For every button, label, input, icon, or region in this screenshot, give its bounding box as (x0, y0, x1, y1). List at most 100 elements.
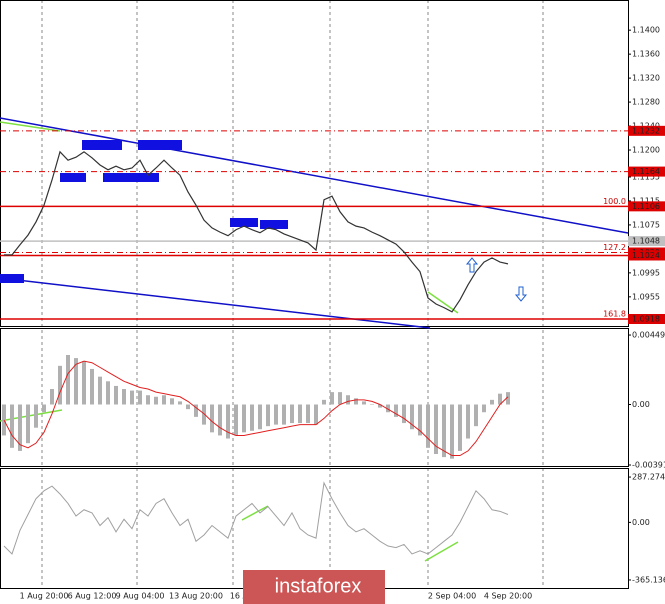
level-label-box (628, 314, 665, 325)
watermark: instaforex (275, 575, 362, 597)
indicator-line (3, 360, 509, 457)
histogram-bar (226, 404, 230, 439)
fib-label: 127.2 (603, 243, 626, 252)
histogram-bar (146, 395, 150, 405)
histogram-bar (458, 404, 462, 451)
level-label: 1.1232 (632, 126, 660, 135)
histogram-bar (194, 404, 198, 417)
y-tick-label: -365.1364 (632, 575, 665, 584)
arrows (465, 257, 528, 302)
y-tick-label: 1.1075 (632, 220, 660, 229)
histogram-bar (74, 358, 78, 405)
y-tick-label: -0.00391 (632, 460, 665, 469)
y-tick-label: 1.0995 (632, 268, 660, 277)
histogram-bar (290, 404, 294, 424)
histogram-bar (154, 396, 158, 405)
histogram-bar (162, 395, 166, 405)
y-tick-label: 0.00449 (632, 331, 665, 340)
histogram-bar (130, 390, 134, 405)
y-tick-label: 287.2748 (632, 473, 665, 482)
y-tick-label: 0.00 (632, 400, 650, 409)
histogram-bar (394, 404, 398, 417)
histogram-bar (106, 381, 110, 405)
histogram-bar (242, 404, 246, 433)
histogram-bar (322, 399, 326, 405)
histogram-bar (202, 404, 206, 425)
histogram-bar (82, 361, 86, 405)
histogram-bar (66, 355, 70, 405)
histogram-bar (210, 404, 214, 433)
histogram-bar (178, 401, 182, 405)
histogram-bar (410, 404, 414, 430)
histogram-bar (482, 404, 486, 413)
histogram-bar (234, 404, 238, 436)
histogram-bar (346, 395, 350, 405)
histogram-bar (426, 404, 430, 448)
histogram-bar (250, 404, 254, 431)
x-tick-label: 4 Sep 20:00 (484, 592, 532, 601)
histogram-bar (330, 392, 334, 405)
histogram-bar (18, 404, 22, 451)
level-label: 1.1048 (632, 237, 660, 246)
y-tick-label: 1.1360 (632, 50, 660, 59)
histogram-bar (10, 404, 14, 448)
histogram-bar (298, 404, 302, 424)
zones (0, 140, 288, 283)
histogram-bar (42, 404, 46, 413)
histogram-bar (370, 404, 374, 406)
x-tick-label: 1 Aug 20:00 (20, 592, 69, 601)
histogram-bar (26, 404, 30, 444)
histogram-bar (58, 365, 62, 405)
histogram-bar (418, 404, 422, 436)
y-tick-label: 1.1400 (632, 26, 660, 35)
histogram-bar (138, 390, 142, 405)
histogram-bar (354, 398, 358, 405)
fib-label: 161.8 (603, 310, 626, 319)
histogram-bar (466, 404, 470, 439)
level-label-box (628, 236, 665, 247)
x-tick-label: 9 Aug 04:00 (116, 592, 165, 601)
histogram-bar (338, 392, 342, 405)
level-label: 1.1024 (632, 251, 660, 260)
histogram-bar (122, 389, 126, 405)
histogram-bar (266, 404, 270, 427)
histogram-bar (506, 392, 510, 405)
histogram-bar (90, 368, 94, 405)
histogram-bar (258, 404, 262, 430)
histogram-bar (490, 399, 494, 405)
watermark-box (243, 570, 385, 604)
fib-label: 100.0 (603, 197, 626, 206)
histogram-bar (170, 398, 174, 405)
x-tick-label: 2 Sep 04:00 (428, 592, 476, 601)
histogram-bar (34, 404, 38, 428)
histogram-bar (114, 385, 118, 405)
level-label-box (628, 201, 665, 212)
plot: 1.14001.13601.13201.12801.12401.12001.11… (0, 26, 665, 601)
level-label-box (628, 250, 665, 261)
histogram-bar (218, 404, 222, 436)
y-tick-label: 1.1200 (632, 146, 660, 155)
level-label: 1.1106 (632, 202, 660, 211)
histogram-bar (450, 404, 454, 459)
histogram-bar (402, 404, 406, 424)
y-tick-label: 0.00 (632, 518, 650, 527)
y-tick-label: 1.1320 (632, 74, 660, 83)
indicator-line (3, 481, 509, 555)
histogram-bar (306, 404, 310, 424)
level-label: 1.0918 (632, 315, 660, 324)
histogram-bar (282, 404, 286, 425)
y-tick-label: 1.0955 (632, 292, 660, 301)
level-label-box (628, 166, 665, 177)
level-label: 1.1164 (632, 167, 660, 176)
x-tick-label: 6 Aug 12:00 (68, 592, 117, 601)
histogram-bar (186, 404, 190, 410)
histogram-bar (50, 389, 54, 405)
histogram-bar (386, 404, 390, 413)
histogram-bar (362, 401, 366, 405)
histogram-bar (442, 404, 446, 458)
histogram-bar (98, 376, 102, 405)
histogram-bar (474, 404, 478, 427)
histogram-bar (434, 404, 438, 455)
